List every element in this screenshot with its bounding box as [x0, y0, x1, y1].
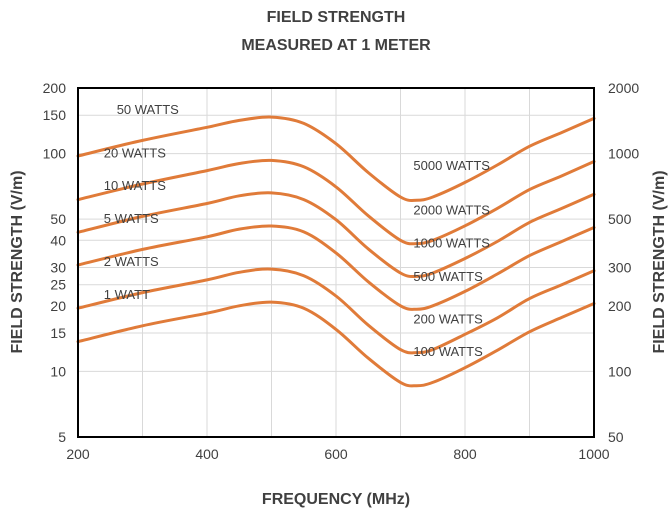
x-tick-label: 200	[66, 446, 90, 462]
series-label-10-watts: 10 WATTS	[104, 178, 166, 193]
series-line-50-watts	[76, 115, 596, 202]
y-tick-label-left: 10	[50, 363, 66, 379]
series-label-2000-watts: 2000 WATTS	[413, 203, 490, 218]
y-tick-label-right: 500	[608, 211, 632, 227]
series-label-5000-watts: 5000 WATTS	[413, 158, 490, 173]
y-tick-label-left: 200	[43, 80, 67, 96]
series-line-1-watt	[76, 300, 596, 388]
y-tick-label-left: 15	[50, 325, 66, 341]
y-tick-label-right: 300	[608, 259, 632, 275]
x-tick-label: 800	[453, 446, 477, 462]
series-line-20-watts	[76, 158, 596, 246]
x-axis-title: FREQUENCY (MHz)	[262, 491, 410, 508]
series-labels: 1 WATT 2 WATTS 5 WATTS 10 WATTS 20 WATTS 50 W…	[104, 102, 491, 359]
y-tick-label-right: 2000	[608, 80, 639, 96]
y-tick-label-left: 150	[43, 107, 67, 123]
y-tick-label-right: 50	[608, 429, 624, 445]
series-label-5-watts: 5 WATTS	[104, 211, 159, 226]
series-line-5-watts	[76, 224, 596, 311]
y-tick-label-left: 30	[50, 259, 66, 275]
y-tick-label-left: 25	[50, 277, 66, 293]
plot-frame	[77, 87, 595, 438]
series-label-1-watt: 1 WATT	[104, 287, 150, 302]
y-tick-label-left: 20	[50, 298, 66, 314]
series-label-1000-watts: 1000 WATTS	[413, 236, 490, 251]
series-line-2-watts	[76, 267, 596, 355]
x-tick-label: 400	[195, 446, 219, 462]
y-tick-label-left: 100	[43, 146, 67, 162]
x-tick-label: 1000	[578, 446, 609, 462]
y-tick-label-left: 5	[58, 429, 66, 445]
series-label-20-watts: 20 WATTS	[104, 145, 166, 160]
y-tick-label-left: 50	[50, 211, 66, 227]
series-line-10-watts	[76, 191, 596, 279]
tick-labels: 200 400 600 800 1000 5 10 15 20 25 30 40 50 100 150 200…	[43, 80, 640, 462]
y-tick-label-right: 200	[608, 298, 632, 314]
series-label-50-watts: 50 WATTS	[117, 102, 179, 117]
chart-title-line-1: FIELD STRENGTH	[267, 9, 406, 26]
series-label-100-watts: 100 WATTS	[413, 344, 483, 359]
y-tick-label-right: 100	[608, 363, 632, 379]
series-lines	[76, 115, 596, 388]
series-label-2-watts: 2 WATTS	[104, 254, 159, 269]
chart-title-line-2: MEASURED AT 1 METER	[241, 37, 431, 54]
x-tick-label: 600	[324, 446, 348, 462]
series-label-500-watts: 500 WATTS	[413, 269, 483, 284]
y-tick-label-right: 1000	[608, 146, 639, 162]
y-tick-label-left: 40	[50, 232, 66, 248]
series-label-200-watts: 200 WATTS	[413, 311, 483, 326]
y-axis-title-left: FIELD STRENGTH (V/m)	[9, 170, 26, 353]
y-axis-title-right: FIELD STRENGTH (V/m)	[651, 170, 668, 353]
